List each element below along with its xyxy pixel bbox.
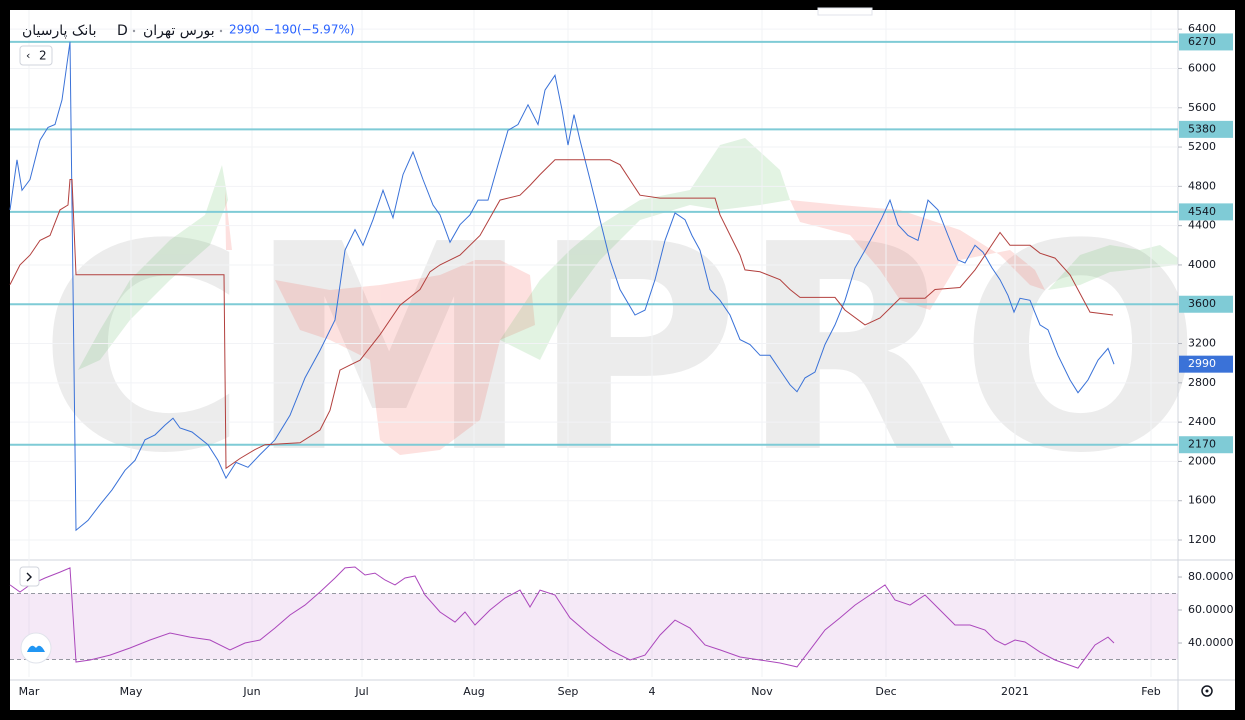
- watermark: CMPRO: [38, 184, 1201, 516]
- y-tick-label: 6000: [1188, 61, 1216, 74]
- x-tick-label: 2021: [1001, 685, 1029, 698]
- exchange-name: بورس تهران: [143, 23, 215, 39]
- level-label-box: [1179, 120, 1233, 138]
- toolbar-tab[interactable]: [817, 7, 873, 16]
- level-label: 3600: [1188, 297, 1216, 310]
- last-price-box: [1179, 355, 1233, 373]
- x-tick-label: Aug: [463, 685, 484, 698]
- cloud-up: [78, 165, 228, 370]
- level-label: 4540: [1188, 205, 1216, 218]
- logo-icon: [27, 645, 45, 652]
- pane-badge: 2: [39, 49, 47, 63]
- y-tick-label: 6400: [1188, 22, 1216, 35]
- interval: D: [117, 23, 128, 39]
- y-tick-label: 4400: [1188, 219, 1216, 232]
- cloud-down: [790, 200, 1045, 310]
- y-tick-label: 4800: [1188, 179, 1216, 192]
- symbol-name: بانک پارسیان: [22, 23, 96, 39]
- series-line: [9, 41, 1115, 532]
- last-price-label: 2990: [1188, 357, 1216, 370]
- last-price: 2990: [229, 23, 260, 37]
- price-change-pct: (−5.97%): [297, 23, 355, 37]
- cloud-up: [500, 138, 790, 360]
- y-tick-label: 80.0000: [1188, 570, 1234, 583]
- level-label: 2170: [1188, 438, 1216, 451]
- x-tick-label: Feb: [1141, 685, 1160, 698]
- level-label-box: [1179, 295, 1233, 313]
- y-tick-label: 1600: [1188, 494, 1216, 507]
- settings-dot: [1205, 689, 1209, 693]
- level-label: 5380: [1188, 122, 1216, 135]
- level-label-box: [1179, 33, 1233, 51]
- level-label-box: [1179, 436, 1233, 454]
- x-tick-label: Jul: [354, 685, 368, 698]
- y-tick-label: 1200: [1188, 533, 1216, 546]
- cloud-down: [225, 190, 232, 250]
- cloud-up: [1048, 245, 1178, 290]
- cloud: [78, 138, 1178, 455]
- expand-button[interactable]: [19, 566, 40, 587]
- y-tick-label: 3200: [1188, 337, 1216, 350]
- y-tick-label: 2400: [1188, 415, 1216, 428]
- y-tick-label: 60.0000: [1188, 603, 1234, 616]
- cloud-down: [275, 260, 535, 455]
- x-tick-label: Dec: [875, 685, 896, 698]
- band-fill: [10, 593, 1178, 660]
- x-tick-label: 4: [649, 685, 656, 698]
- pane-badge-arrow: ‹: [26, 49, 30, 62]
- level-label-box: [1179, 203, 1233, 221]
- y-tick-label: 40.0000: [1188, 636, 1234, 649]
- x-tick-label: Jun: [242, 685, 260, 698]
- x-tick-label: Nov: [751, 685, 773, 698]
- pane-badge-box[interactable]: [19, 45, 53, 66]
- series-line: [9, 159, 1114, 470]
- expand-icon: [26, 572, 32, 582]
- y-tick-label: 5600: [1188, 101, 1216, 114]
- separator-dot: [219, 29, 223, 33]
- level-label: 6270: [1188, 35, 1216, 48]
- separator-dot: [132, 29, 136, 33]
- x-tick-label: May: [120, 685, 143, 698]
- y-tick-label: 2000: [1188, 454, 1216, 467]
- y-tick-label: 5200: [1188, 140, 1216, 153]
- series-line: [9, 566, 1115, 669]
- settings-button[interactable]: [1201, 685, 1213, 697]
- y-tick-label: 2800: [1188, 376, 1216, 389]
- x-tick-label: Mar: [19, 685, 40, 698]
- x-tick-label: Sep: [558, 685, 579, 698]
- y-tick-label: 4000: [1188, 258, 1216, 271]
- price-change: −190: [264, 23, 297, 37]
